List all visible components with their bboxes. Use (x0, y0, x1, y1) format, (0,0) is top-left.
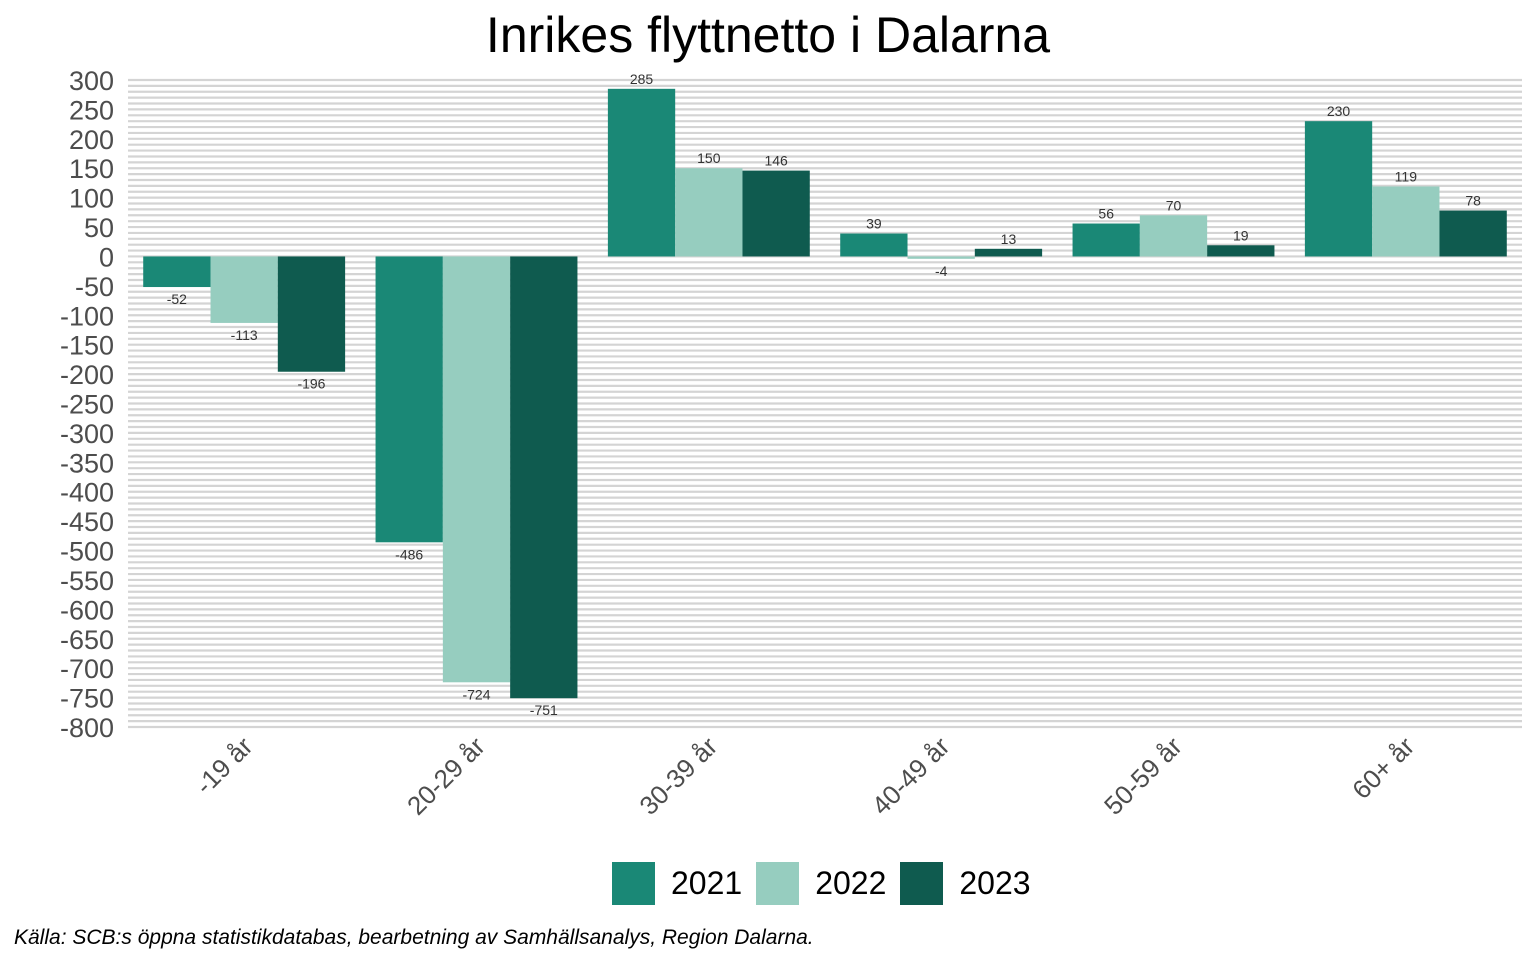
legend-label: 2022 (815, 865, 887, 901)
gridlines (128, 78, 1522, 729)
x-tick-label: 30-39 år (633, 731, 723, 821)
y-tick-label: -450 (60, 507, 114, 537)
legend-swatch (900, 862, 944, 905)
chart-title: Inrikes flyttnetto i Dalarna (485, 7, 1051, 63)
y-tick-label: -350 (60, 448, 114, 478)
y-tick-label: 100 (69, 184, 114, 214)
data-label: 13 (1001, 231, 1017, 247)
data-labels: -52 -113 -196 -486 -724 -751 285 150 146 39 -4 13 56… (167, 71, 1481, 718)
x-axis-ticks: -19 år 20-29 år 30-39 år 40-49 år 50-59 år 60… (189, 731, 1420, 821)
legend-label: 2021 (671, 865, 743, 901)
data-label: 285 (630, 71, 654, 87)
y-tick-label: -250 (60, 390, 114, 420)
data-label: 230 (1327, 103, 1351, 119)
y-tick-label: -50 (75, 272, 114, 302)
bar (1304, 121, 1373, 257)
x-tick-label: 50-59 år (1098, 731, 1188, 821)
bar (510, 256, 578, 699)
legend-item: 2022 (756, 862, 886, 905)
bar (1072, 223, 1140, 257)
data-label: -196 (297, 376, 325, 392)
y-tick-label: -500 (60, 537, 114, 567)
bar (840, 233, 908, 257)
y-tick-label: -150 (60, 331, 114, 361)
x-tick-label: 20-29 år (401, 731, 491, 821)
bars (143, 88, 1507, 699)
data-label: -486 (395, 546, 423, 562)
y-tick-label: -600 (60, 595, 114, 625)
y-tick-label: -550 (60, 566, 114, 596)
x-tick-label: 40-49 år (866, 731, 956, 821)
legend-item: 2023 (900, 862, 1031, 905)
y-axis-ticks: 300250200150100500-50-100-150-200-250-30… (60, 66, 114, 743)
data-label: 119 (1395, 168, 1418, 184)
y-tick-label: 150 (69, 154, 114, 184)
bar (442, 256, 511, 683)
data-label: 70 (1166, 197, 1182, 213)
bar (907, 256, 975, 259)
legend-swatch (756, 862, 800, 905)
bar (607, 88, 676, 257)
x-tick-label: -19 år (189, 731, 258, 800)
y-tick-label: -750 (60, 684, 114, 714)
bar (210, 256, 278, 323)
data-label: -724 (462, 686, 490, 702)
y-tick-label: 0 (99, 242, 114, 272)
bar (675, 168, 743, 257)
data-label: 78 (1465, 193, 1481, 209)
data-label: -751 (530, 702, 558, 718)
bar (742, 170, 810, 257)
data-label: 150 (697, 150, 721, 166)
x-tick-label: 60+ år (1346, 731, 1420, 805)
y-tick-label: -300 (60, 419, 114, 449)
data-label: 19 (1233, 227, 1249, 243)
y-tick-label: -200 (60, 360, 114, 390)
data-label: 146 (764, 153, 788, 169)
bar (1372, 186, 1440, 257)
bar (143, 256, 211, 288)
y-tick-label: -100 (60, 301, 114, 331)
y-tick-label: 50 (84, 213, 114, 243)
bar (1439, 210, 1507, 257)
bar (1139, 215, 1208, 257)
y-tick-label: 200 (69, 125, 114, 155)
y-tick-label: -400 (60, 478, 114, 508)
bar (974, 248, 1043, 257)
legend: 2021 2022 2023 (612, 862, 1045, 905)
data-label: -52 (167, 291, 187, 307)
legend-item: 2021 (612, 862, 742, 905)
y-tick-label: 300 (69, 66, 114, 96)
bar (375, 256, 443, 543)
y-tick-label: -800 (60, 713, 114, 743)
y-tick-label: 250 (69, 95, 114, 125)
bar (1207, 245, 1275, 257)
data-label: -113 (231, 327, 258, 343)
legend-swatch (612, 862, 655, 905)
data-label: 39 (866, 216, 882, 232)
data-label: 56 (1098, 206, 1114, 222)
bar (277, 256, 346, 372)
source-note: Källa: SCB:s öppna statistikdatabas, bea… (14, 926, 814, 949)
legend-label: 2023 (959, 865, 1031, 901)
data-label: -4 (935, 263, 948, 279)
y-tick-label: -700 (60, 654, 114, 684)
y-tick-label: -650 (60, 625, 114, 655)
